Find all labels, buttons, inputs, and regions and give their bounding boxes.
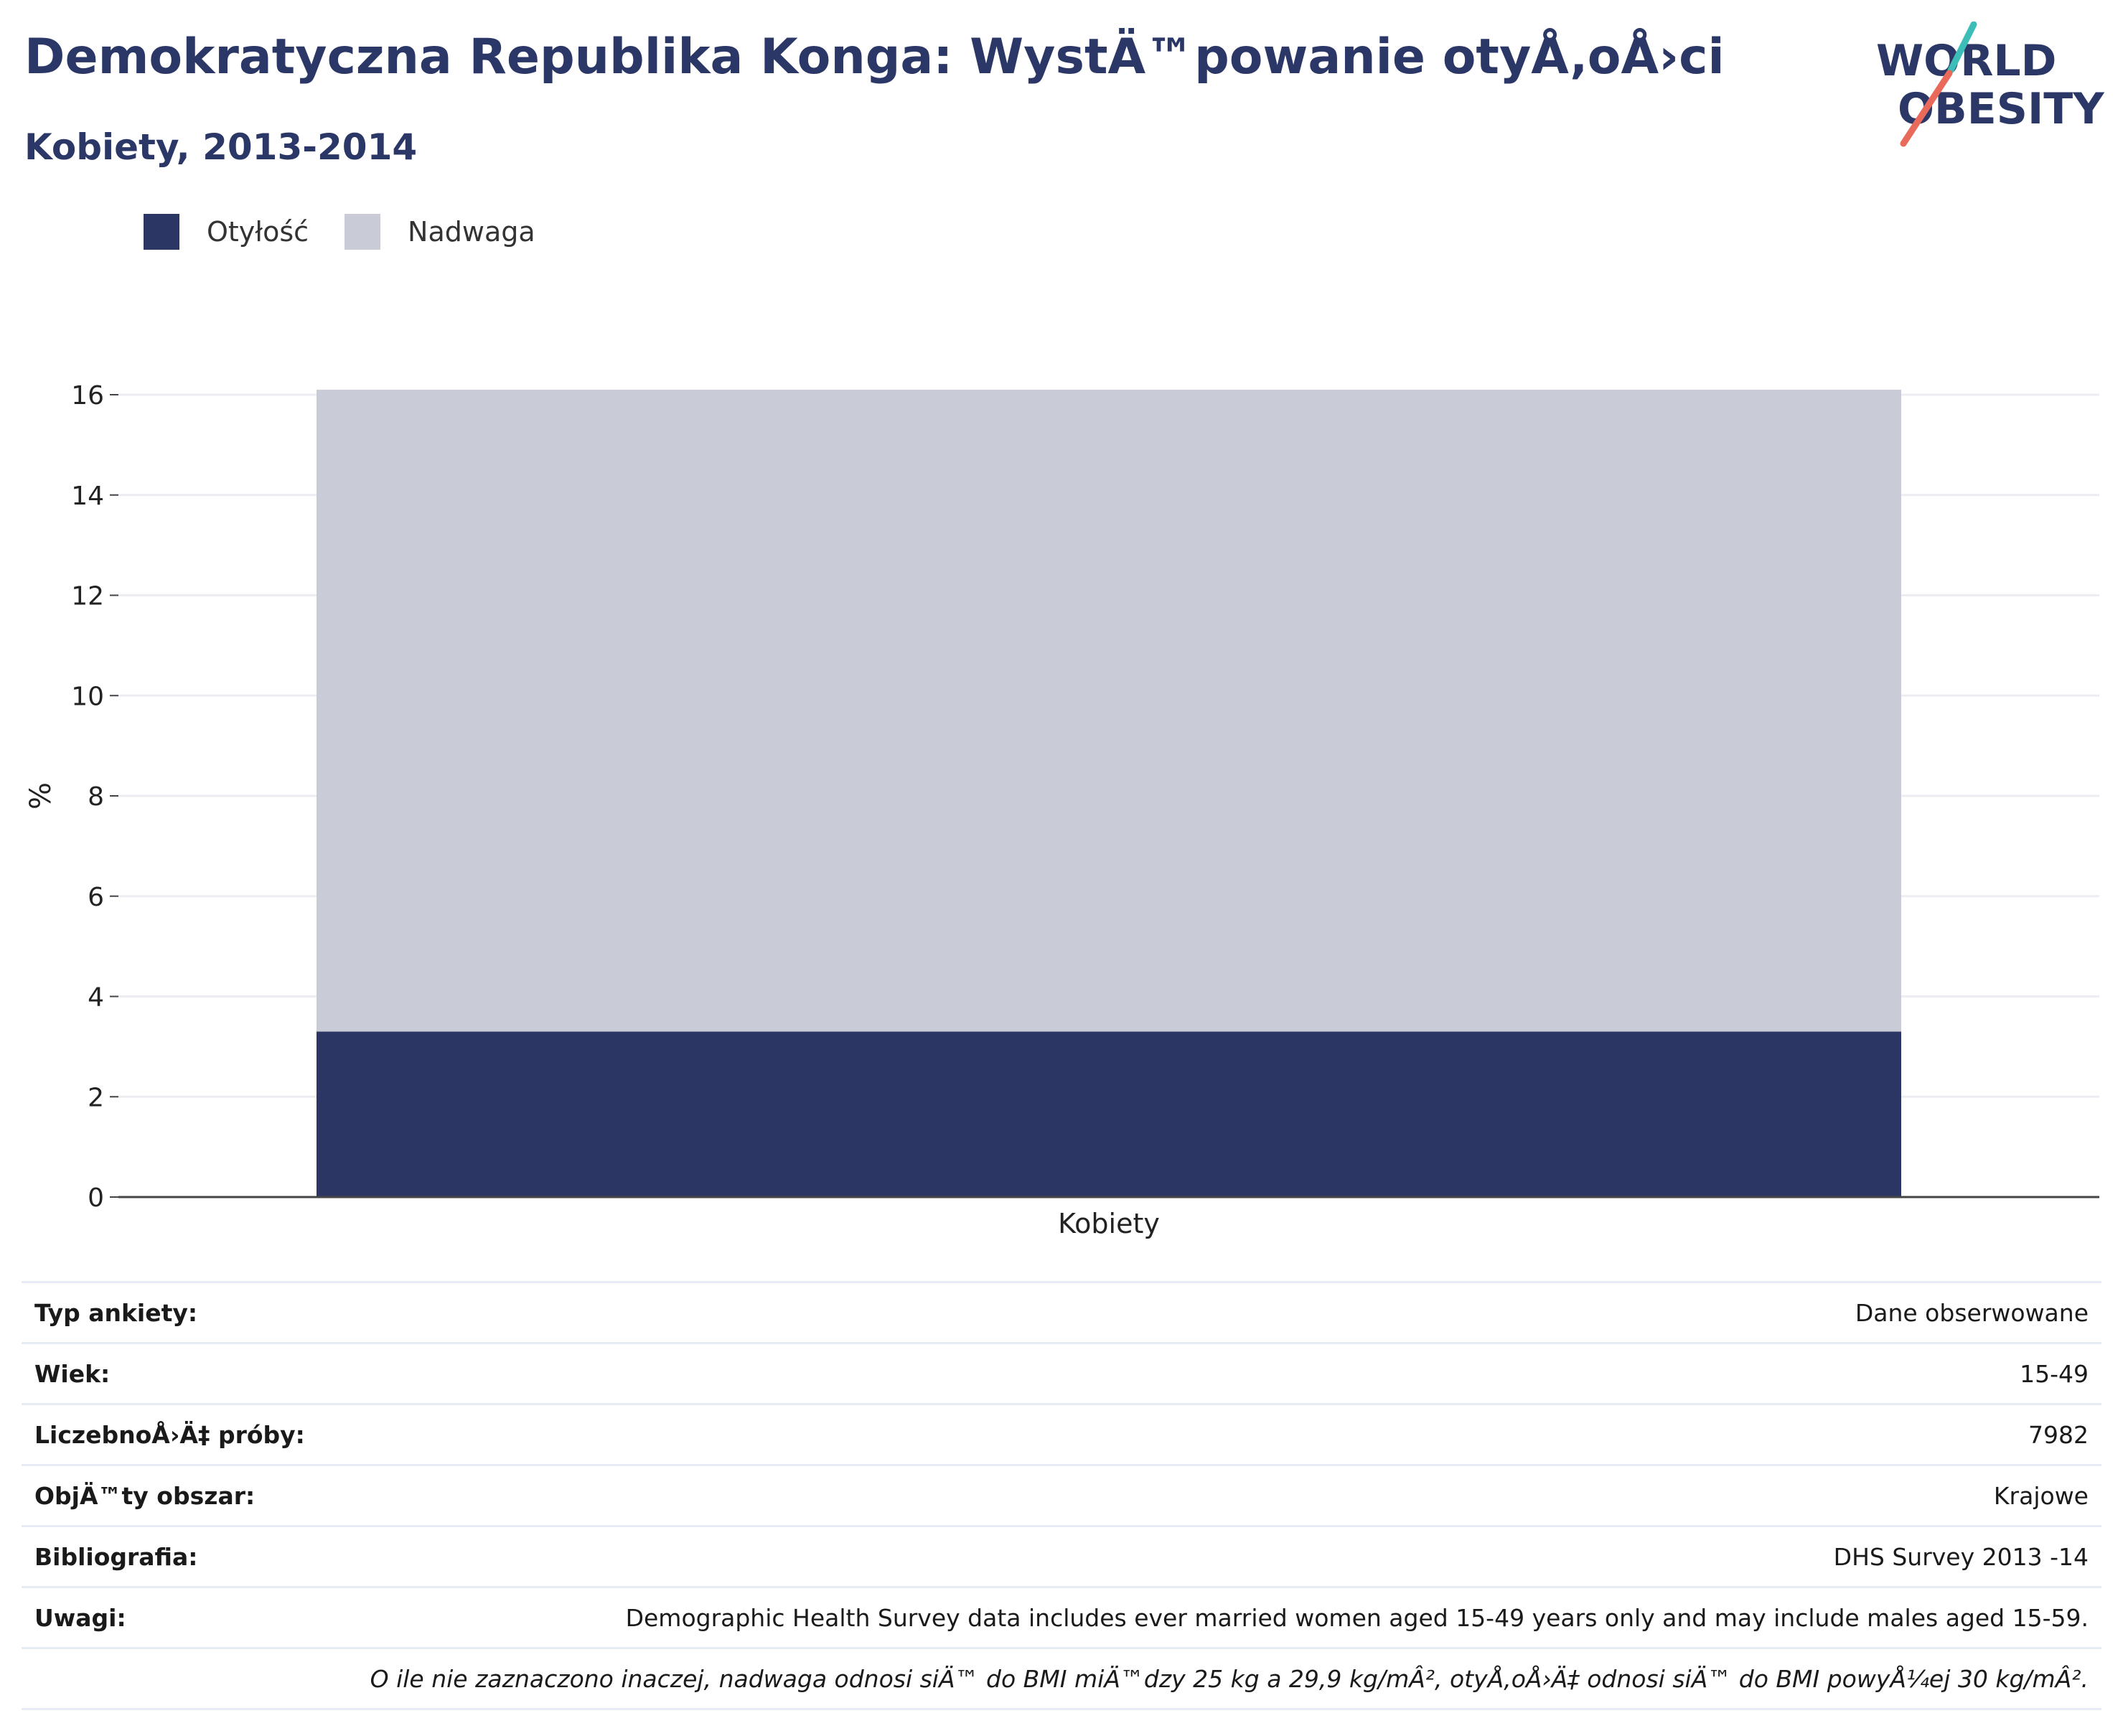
y-axis-label: % xyxy=(24,782,57,810)
world-obesity-logo: WORLD OBESITY xyxy=(1866,21,2110,151)
info-label: ObjÄ™ty obszar: xyxy=(22,1464,324,1526)
y-tick-label: 12 xyxy=(71,582,104,611)
info-row: ObjÄ™ty obszar: Krajowe xyxy=(22,1464,2101,1526)
info-row: O ile nie zaznaczono inaczej, nadwaga od… xyxy=(22,1647,2101,1710)
info-row: LiczebnoÅ›Ä‡ próby: 7982 xyxy=(22,1403,2101,1465)
info-row: Typ ankiety: Dane obserwowane xyxy=(22,1281,2101,1343)
y-tick-label: 6 xyxy=(88,883,104,912)
legend-item[interactable]: Otyłość xyxy=(144,214,309,250)
stacked-bar-chart: 0 2 4 6 8 10 12 14 16 Kobiety% xyxy=(24,381,2099,1239)
info-row: Wiek: 15-49 xyxy=(22,1342,2101,1404)
info-row: Bibliografia: DHS Survey 2013 -14 xyxy=(22,1525,2101,1587)
info-row: Uwagi: Demographic Health Survey data inc… xyxy=(22,1586,2101,1648)
legend-swatch xyxy=(144,214,179,250)
info-label: Bibliografia: xyxy=(22,1525,324,1587)
legend-item[interactable]: Nadwaga xyxy=(345,214,535,250)
chart-legend: Otyłość Nadwaga xyxy=(144,212,571,252)
bar-overweight xyxy=(317,390,1901,1032)
y-tick-label: 0 xyxy=(88,1183,104,1213)
info-value: O ile nie zaznaczono inaczej, nadwaga od… xyxy=(323,1647,2101,1710)
page-title: Demokratyczna Republika Konga: WystÄ™pow… xyxy=(24,29,1725,85)
y-tick-label: 8 xyxy=(88,782,104,812)
info-label: LiczebnoÅ›Ä‡ próby: xyxy=(22,1403,324,1465)
y-tick-label: 16 xyxy=(71,381,104,410)
info-label: Typ ankiety: xyxy=(22,1281,324,1343)
y-tick-label: 10 xyxy=(71,682,104,711)
info-value: 15-49 xyxy=(323,1342,2101,1404)
info-label: Wiek: xyxy=(22,1342,324,1404)
logo-slash-teal xyxy=(1947,21,1977,74)
info-value: Krajowe xyxy=(323,1464,2101,1526)
info-value: Demographic Health Survey data includes … xyxy=(323,1586,2101,1648)
info-value: DHS Survey 2013 -14 xyxy=(323,1525,2101,1587)
legend-label: Otyłość xyxy=(207,216,309,248)
y-tick-label: 4 xyxy=(88,983,104,1013)
info-value: Dane obserwowane xyxy=(323,1281,2101,1343)
y-tick-label: 2 xyxy=(88,1083,104,1112)
info-value: 7982 xyxy=(323,1403,2101,1465)
legend-label: Nadwaga xyxy=(408,216,535,248)
x-tick-label: Kobiety xyxy=(1058,1208,1160,1239)
y-tick-label: 14 xyxy=(71,482,104,511)
survey-info-table: Typ ankiety: Dane obserwowane Wiek: 15-49 Li… xyxy=(22,1281,2101,1710)
info-label xyxy=(22,1647,324,1710)
info-label: Uwagi: xyxy=(22,1586,324,1648)
page-subtitle: Kobiety, 2013-2014 xyxy=(24,126,418,168)
bar-obesity xyxy=(317,1031,1901,1197)
logo-line-2: OBESITY xyxy=(1898,84,2105,134)
logo-slash-coral xyxy=(1900,70,1953,147)
legend-swatch xyxy=(345,214,381,250)
